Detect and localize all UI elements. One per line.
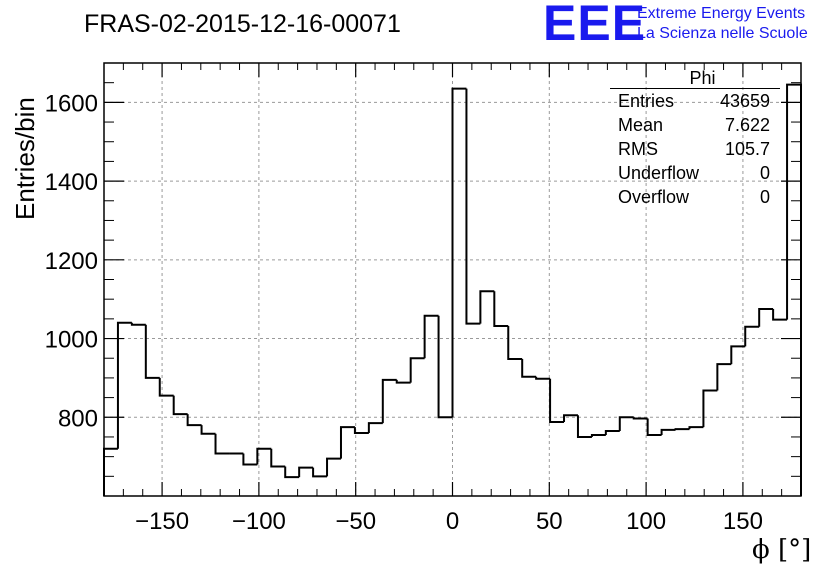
x-tick-label: −150 (135, 508, 189, 535)
histogram-bin (103, 447, 118, 496)
chart-title: FRAS-02-2015-12-16-00071 (84, 10, 401, 38)
x-tick-label: 150 (723, 508, 763, 535)
histogram-bin (507, 325, 523, 361)
histogram-bin (353, 427, 369, 435)
histogram-bin (395, 379, 411, 384)
histogram-bin (618, 416, 634, 432)
histogram-bin (674, 428, 690, 431)
x-tick-label: −100 (232, 508, 286, 535)
stats-label: RMS (618, 139, 658, 159)
histogram-bin (493, 291, 509, 327)
stats-row: Underflow 0 (610, 161, 780, 185)
stats-row: RMS 105.7 (610, 137, 780, 161)
histogram-bin (632, 417, 648, 420)
brand-line-1: Extreme Energy Events (637, 5, 806, 22)
y-tick-label: 1600 (45, 90, 98, 117)
histogram-bin (451, 87, 467, 418)
eee-logo: EEE (543, 0, 647, 51)
histogram-bin (688, 426, 704, 430)
histogram-bin (702, 389, 718, 428)
histogram-bin (646, 418, 662, 436)
histogram-bin (772, 309, 788, 321)
histogram-bin (298, 466, 314, 478)
x-tick-label: 0 (446, 508, 459, 535)
histogram-bin (786, 83, 802, 496)
stats-value: 43659 (719, 91, 770, 111)
x-tick-label: 50 (536, 508, 563, 535)
histogram-bin (660, 428, 676, 435)
stats-label: Entries (618, 91, 675, 111)
histogram-bin (549, 378, 565, 423)
stats-value: 0 (759, 187, 770, 207)
x-tick-label: −50 (335, 508, 376, 535)
histogram-bin (158, 377, 174, 397)
histogram-bin (144, 324, 160, 379)
stats-label: Underflow (618, 163, 700, 183)
y-tick-label: 1400 (45, 169, 98, 196)
axis-ticks (103, 62, 802, 496)
histogram-bin (326, 457, 341, 477)
histogram-bin (590, 433, 606, 437)
histogram-bin (256, 447, 272, 465)
histogram-bin (563, 414, 578, 422)
stats-row: Mean 7.622 (610, 113, 780, 137)
histogram-bin (465, 88, 481, 325)
histogram-bin (367, 422, 383, 434)
histogram-bin (130, 322, 146, 326)
stats-box: Phi Entries 43659 Mean 7.622 RMS 105.7 Unde… (610, 68, 780, 209)
histogram-bin (730, 345, 746, 365)
stats-row: Entries 43659 (610, 89, 780, 113)
histogram-bin (116, 321, 132, 449)
histogram-bars (103, 83, 802, 496)
histogram-bin (200, 425, 216, 435)
stats-label: Mean (618, 115, 664, 135)
y-tick-label: 1200 (45, 248, 98, 275)
histogram-bin (758, 308, 774, 327)
stats-label: Overflow (618, 187, 690, 207)
histogram-bin (339, 426, 355, 459)
stats-value: 7.622 (724, 115, 770, 135)
stats-row: Overflow 0 (610, 185, 780, 209)
histogram-bin (716, 363, 732, 391)
y-tick-label: 1000 (45, 327, 98, 354)
histogram-bin (312, 467, 328, 478)
histogram-bin (535, 376, 551, 380)
histogram-bin (744, 325, 760, 347)
y-axis-label: Entries/bin (10, 97, 40, 220)
histogram-bin (186, 414, 202, 427)
histogram-bin (242, 453, 258, 466)
x-axis-label: ϕ [°] (752, 535, 812, 565)
plot-frame (103, 62, 802, 497)
stats-value: 105.7 (724, 139, 770, 159)
histogram-bin (214, 433, 230, 455)
histogram-bin (423, 314, 439, 359)
histogram-bin (172, 395, 188, 416)
stats-value: 0 (759, 163, 770, 183)
histogram-bin (284, 466, 300, 479)
histogram-bin (437, 315, 453, 419)
histogram-bin (381, 378, 397, 424)
histogram-bin (576, 415, 592, 438)
histogram-bin (604, 430, 620, 435)
x-tick-label: 100 (626, 508, 666, 535)
tick-labels: −150 −100 −50 0 50 100 150 800 1000 1200 1400 1600 (45, 90, 763, 535)
histogram-bin (521, 359, 537, 378)
y-tick-label: 800 (58, 405, 98, 432)
histogram-bin (270, 448, 286, 468)
histogram-bin (409, 357, 425, 383)
histogram-bin (479, 290, 495, 324)
brand-line-2: La Scienza nelle Scuole (637, 25, 808, 42)
stats-box-title: Phi (610, 68, 780, 89)
